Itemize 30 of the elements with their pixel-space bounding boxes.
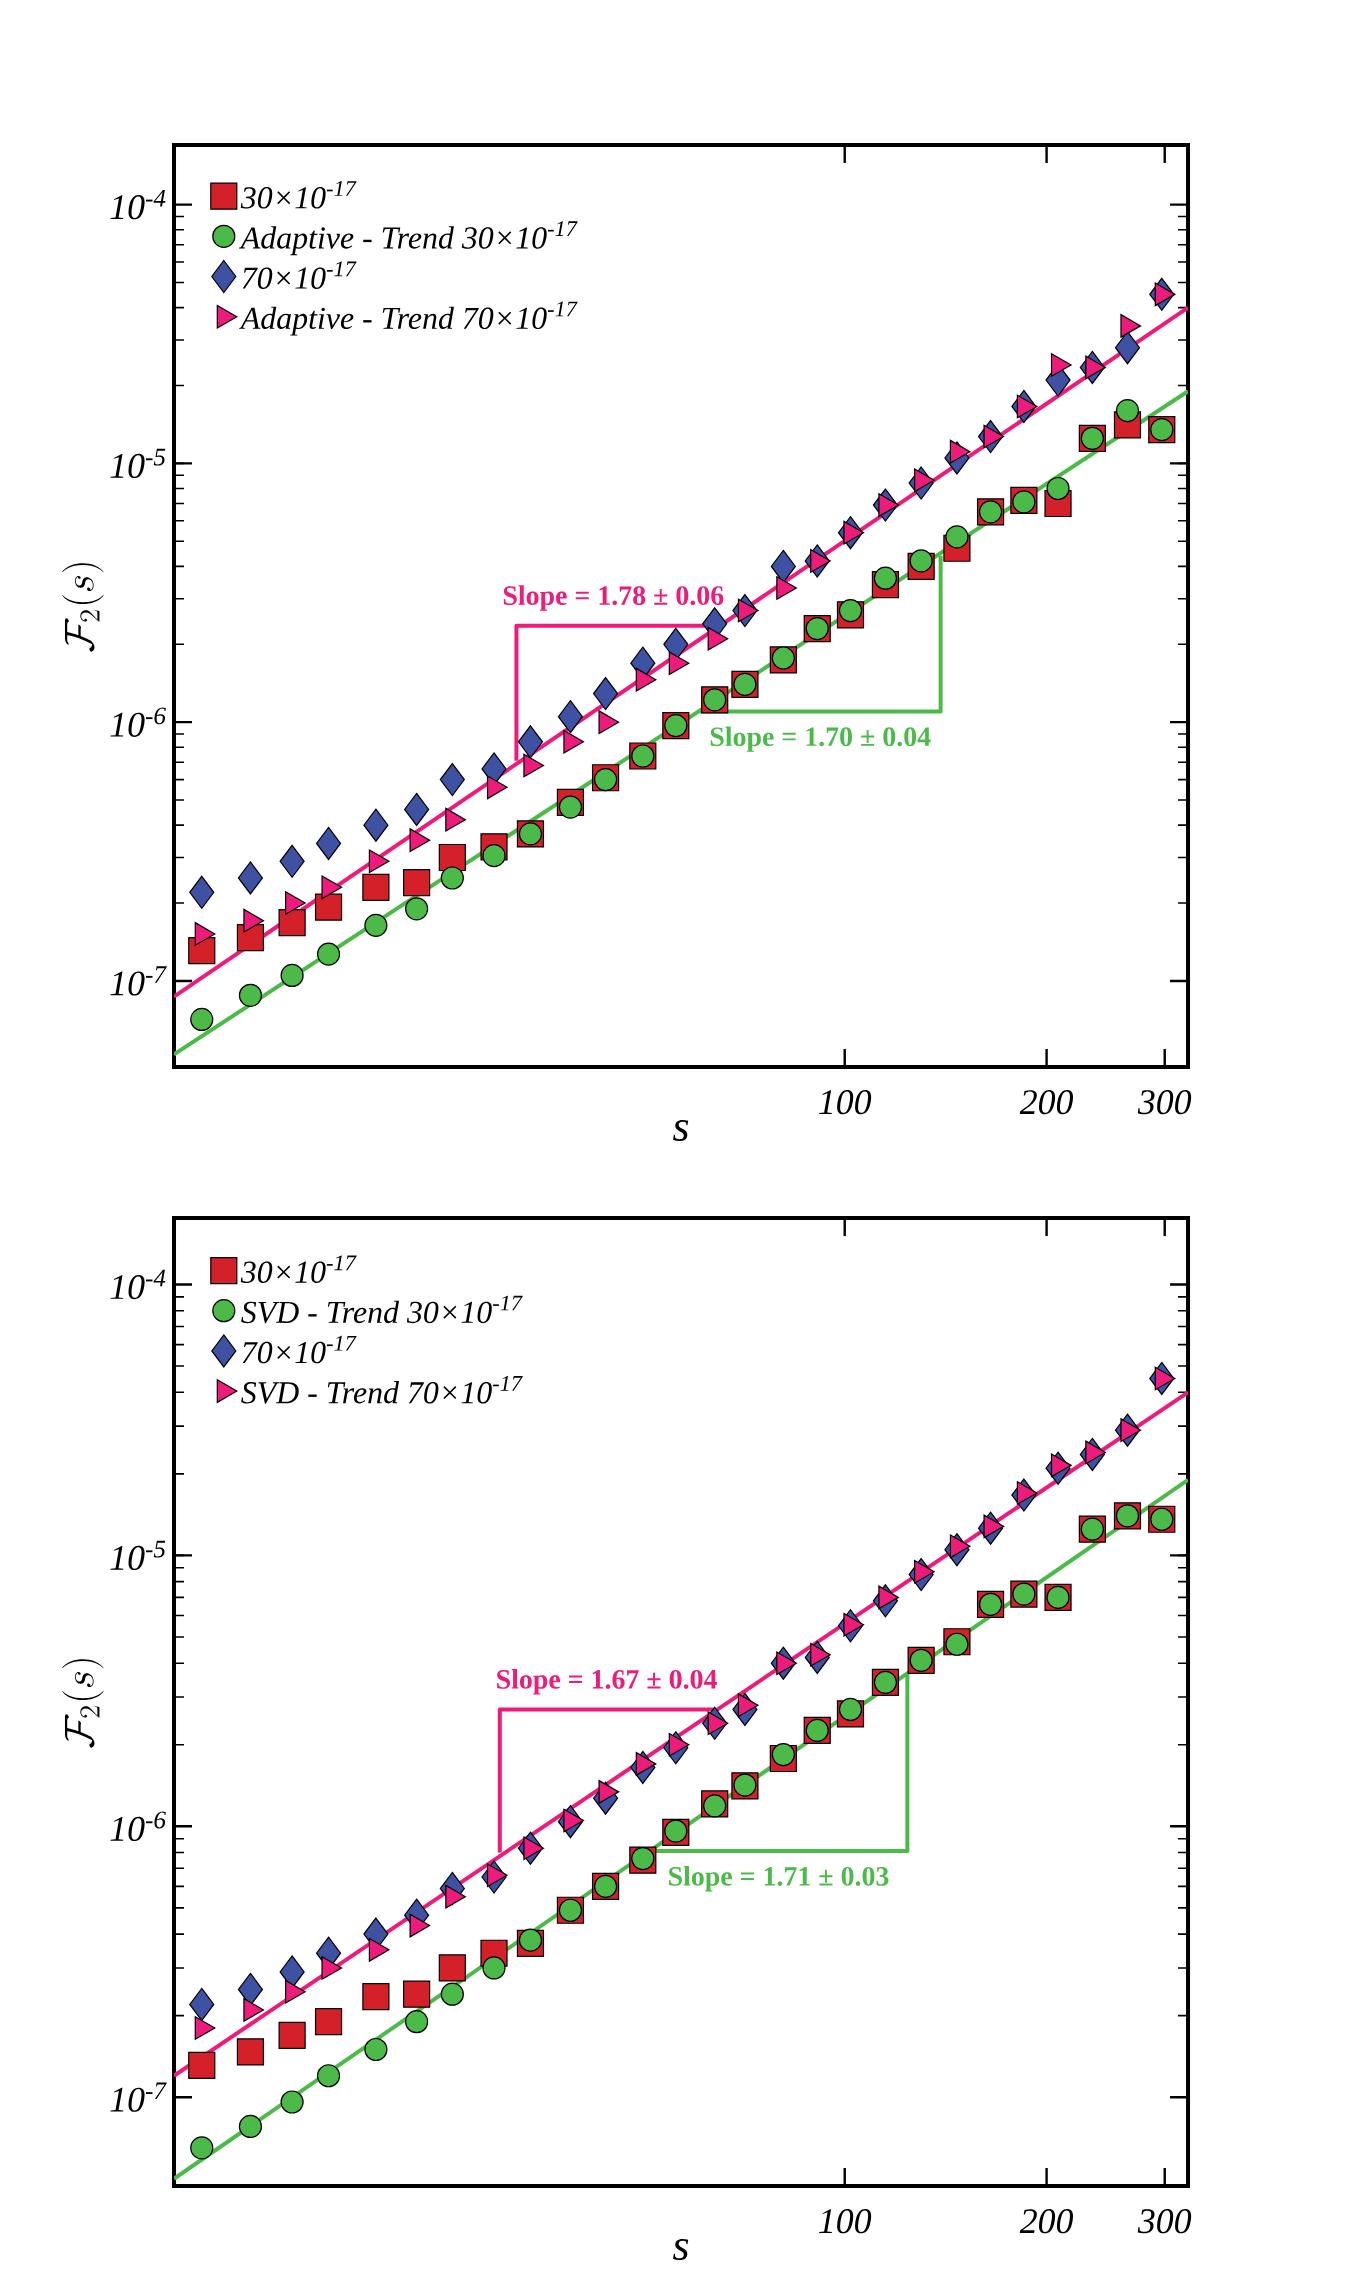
x-tick-label: 300 bbox=[1137, 1090, 1192, 1115]
legend-label: Adaptive - Trend 70×10$^{-17}$ bbox=[239, 301, 578, 336]
x-tick-label: 100 bbox=[819, 1090, 872, 1115]
x-tick-label: 100 bbox=[819, 2209, 872, 2234]
annotation: Slope = 1.67 ± 0.04 bbox=[497, 1669, 717, 1695]
y-tick-label: 10$^{-4}$ bbox=[110, 189, 166, 220]
y-tick-label: 10$^{-5}$ bbox=[110, 1540, 166, 1571]
y-axis-title: $\mathcal{F}_2(s)$ bbox=[62, 563, 104, 652]
x-tick-label: 200 bbox=[1019, 2209, 1074, 2234]
legend-label: SVD - Trend 30×10$^{-17}$ bbox=[241, 1295, 523, 1324]
annotation: Slope = 1.70 ± 0.04 bbox=[710, 726, 931, 752]
x-tick-label: 300 bbox=[1137, 2209, 1192, 2234]
y-tick-label: 10$^{-4}$ bbox=[110, 1269, 166, 1300]
x-tick-label: 200 bbox=[1019, 1090, 1074, 1115]
legend-label: SVD - Trend 70×10$^{-17}$ bbox=[241, 1376, 523, 1404]
y-tick-label: 10$^{-7}$ bbox=[110, 2082, 167, 2112]
y-axis-title: $\mathcal{F}_2(s)$ bbox=[62, 1659, 104, 1748]
legend-label: 30×10$^{-17}$ bbox=[240, 1255, 357, 1283]
y-tick-label: 10$^{-6}$ bbox=[110, 707, 166, 737]
x-axis-title: s bbox=[673, 1119, 689, 1142]
legend-label: 70×10$^{-17}$ bbox=[242, 1335, 357, 1364]
legend-label: 30×10$^{-17}$ bbox=[240, 181, 357, 209]
annotation: Slope = 1.78 ± 0.06 bbox=[503, 585, 724, 611]
legend-label: Adaptive - Trend 30×10$^{-17}$ bbox=[239, 221, 578, 256]
y-tick-label: 10$^{-7}$ bbox=[110, 966, 167, 996]
y-tick-label: 10$^{-6}$ bbox=[110, 1811, 166, 1842]
annotation: Slope = 1.71 ± 0.03 bbox=[669, 1866, 889, 1892]
y-tick-label: 10$^{-5}$ bbox=[110, 448, 166, 479]
legend-label: 70×10$^{-17}$ bbox=[242, 261, 357, 289]
x-axis-title: s bbox=[673, 2238, 689, 2261]
